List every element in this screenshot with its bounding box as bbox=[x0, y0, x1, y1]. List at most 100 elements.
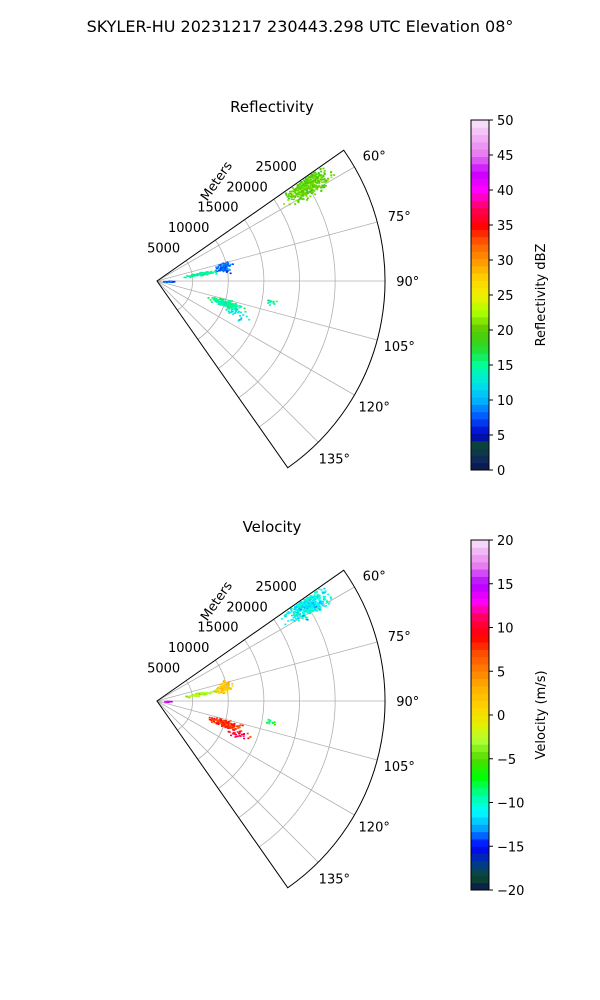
radar-gate bbox=[238, 725, 241, 727]
radar-gate bbox=[227, 721, 230, 723]
theta-gridline bbox=[156, 641, 378, 702]
radar-gate bbox=[232, 727, 235, 729]
radar-gate bbox=[299, 615, 302, 618]
radar-gate bbox=[166, 281, 168, 283]
radar-gate bbox=[316, 597, 319, 600]
radar-gate bbox=[294, 203, 297, 205]
radar-gate bbox=[296, 186, 299, 189]
radar-gate bbox=[302, 613, 305, 615]
radar-gate bbox=[240, 311, 243, 314]
radar-gate bbox=[289, 190, 292, 193]
radar-gate bbox=[297, 605, 300, 608]
radar-gate bbox=[304, 611, 307, 613]
radar-gate bbox=[209, 691, 212, 693]
radar-gate bbox=[238, 731, 241, 734]
radar-gate bbox=[306, 191, 309, 193]
radar-gate bbox=[310, 189, 313, 191]
radar-gate bbox=[301, 604, 304, 606]
radar-gate bbox=[225, 722, 227, 725]
radar-gate bbox=[307, 612, 310, 614]
radar-gate bbox=[216, 721, 219, 724]
radar-gate bbox=[215, 691, 217, 693]
radar-gate bbox=[223, 723, 225, 725]
radar-gate bbox=[237, 735, 240, 738]
radar-gate bbox=[306, 607, 309, 609]
radar-gate bbox=[319, 167, 322, 170]
radar-gate bbox=[323, 186, 326, 189]
radar-gate bbox=[286, 612, 289, 614]
radar-gate bbox=[297, 612, 300, 615]
radar-gate bbox=[306, 610, 309, 612]
radar-gate bbox=[296, 615, 299, 618]
radar-gate bbox=[318, 601, 321, 604]
colorbar-band bbox=[471, 222, 489, 230]
radar-gate bbox=[308, 609, 311, 611]
radar-gate bbox=[297, 201, 300, 204]
radar-gate bbox=[309, 600, 312, 603]
colorbar-band bbox=[471, 547, 489, 556]
radar-gate bbox=[311, 186, 314, 189]
colorbar-band bbox=[471, 831, 489, 840]
radar-gate bbox=[305, 181, 308, 183]
radar-gate bbox=[187, 275, 190, 277]
radar-gate bbox=[222, 304, 225, 306]
radar-gate bbox=[312, 597, 315, 600]
radar-gate bbox=[216, 687, 219, 690]
radar-gate bbox=[229, 311, 232, 314]
colorbar-band bbox=[471, 418, 489, 427]
radar-gate bbox=[320, 189, 323, 192]
radar-gate bbox=[311, 597, 314, 599]
radar-gate bbox=[240, 306, 243, 308]
radar-gate bbox=[220, 687, 223, 690]
radar-gate bbox=[225, 271, 228, 273]
radar-gate bbox=[330, 170, 333, 173]
radar-gate bbox=[286, 196, 289, 198]
colorbar-band bbox=[471, 649, 489, 658]
colorbar-band bbox=[471, 540, 489, 548]
r-gridline bbox=[218, 639, 265, 789]
radar-gate bbox=[317, 173, 320, 175]
radar-gate bbox=[312, 192, 315, 194]
colorbar-band bbox=[471, 156, 489, 165]
radar-gate bbox=[315, 605, 318, 608]
radar-gate bbox=[219, 301, 222, 304]
colorbar-band bbox=[471, 685, 489, 694]
r-tick-label: 10000 bbox=[168, 221, 209, 236]
radar-gate bbox=[322, 186, 324, 189]
colorbar-band bbox=[471, 353, 489, 362]
radar-gate bbox=[218, 269, 221, 272]
colorbar-band bbox=[471, 824, 489, 833]
colorbar-tick-label: −5 bbox=[497, 753, 516, 768]
radar-gate bbox=[321, 179, 324, 181]
radar-gate bbox=[221, 689, 223, 692]
radar-gate bbox=[305, 610, 308, 613]
radar-gate bbox=[187, 696, 190, 699]
radar-gate bbox=[298, 191, 301, 194]
colorbar-band bbox=[471, 149, 489, 157]
radar-gate bbox=[313, 176, 316, 178]
radar-gate bbox=[317, 604, 320, 606]
colorbar-band bbox=[471, 627, 489, 636]
radar-gate bbox=[318, 597, 321, 599]
colorbar-band bbox=[471, 787, 489, 796]
radar-gate bbox=[284, 192, 287, 195]
radar-gate bbox=[301, 182, 304, 185]
radar-gate bbox=[228, 306, 231, 309]
radar-gate bbox=[311, 180, 314, 182]
radar-gate bbox=[290, 608, 292, 610]
radar-gate bbox=[226, 688, 229, 690]
radar-gate bbox=[294, 189, 297, 192]
radar-gate bbox=[215, 297, 218, 300]
radar-gate bbox=[313, 604, 316, 606]
radar-gate bbox=[189, 276, 192, 279]
radar-gate bbox=[164, 701, 167, 703]
radar-gate bbox=[285, 194, 288, 196]
radar-gate bbox=[290, 609, 293, 612]
panel-title: Reflectivity bbox=[230, 98, 314, 116]
colorbar-tick-label: 40 bbox=[497, 184, 514, 199]
radar-gate bbox=[293, 195, 296, 197]
radar-gate bbox=[268, 304, 271, 306]
radar-gate bbox=[210, 721, 213, 723]
radar-gate bbox=[226, 262, 229, 264]
radar-gate bbox=[230, 734, 232, 737]
